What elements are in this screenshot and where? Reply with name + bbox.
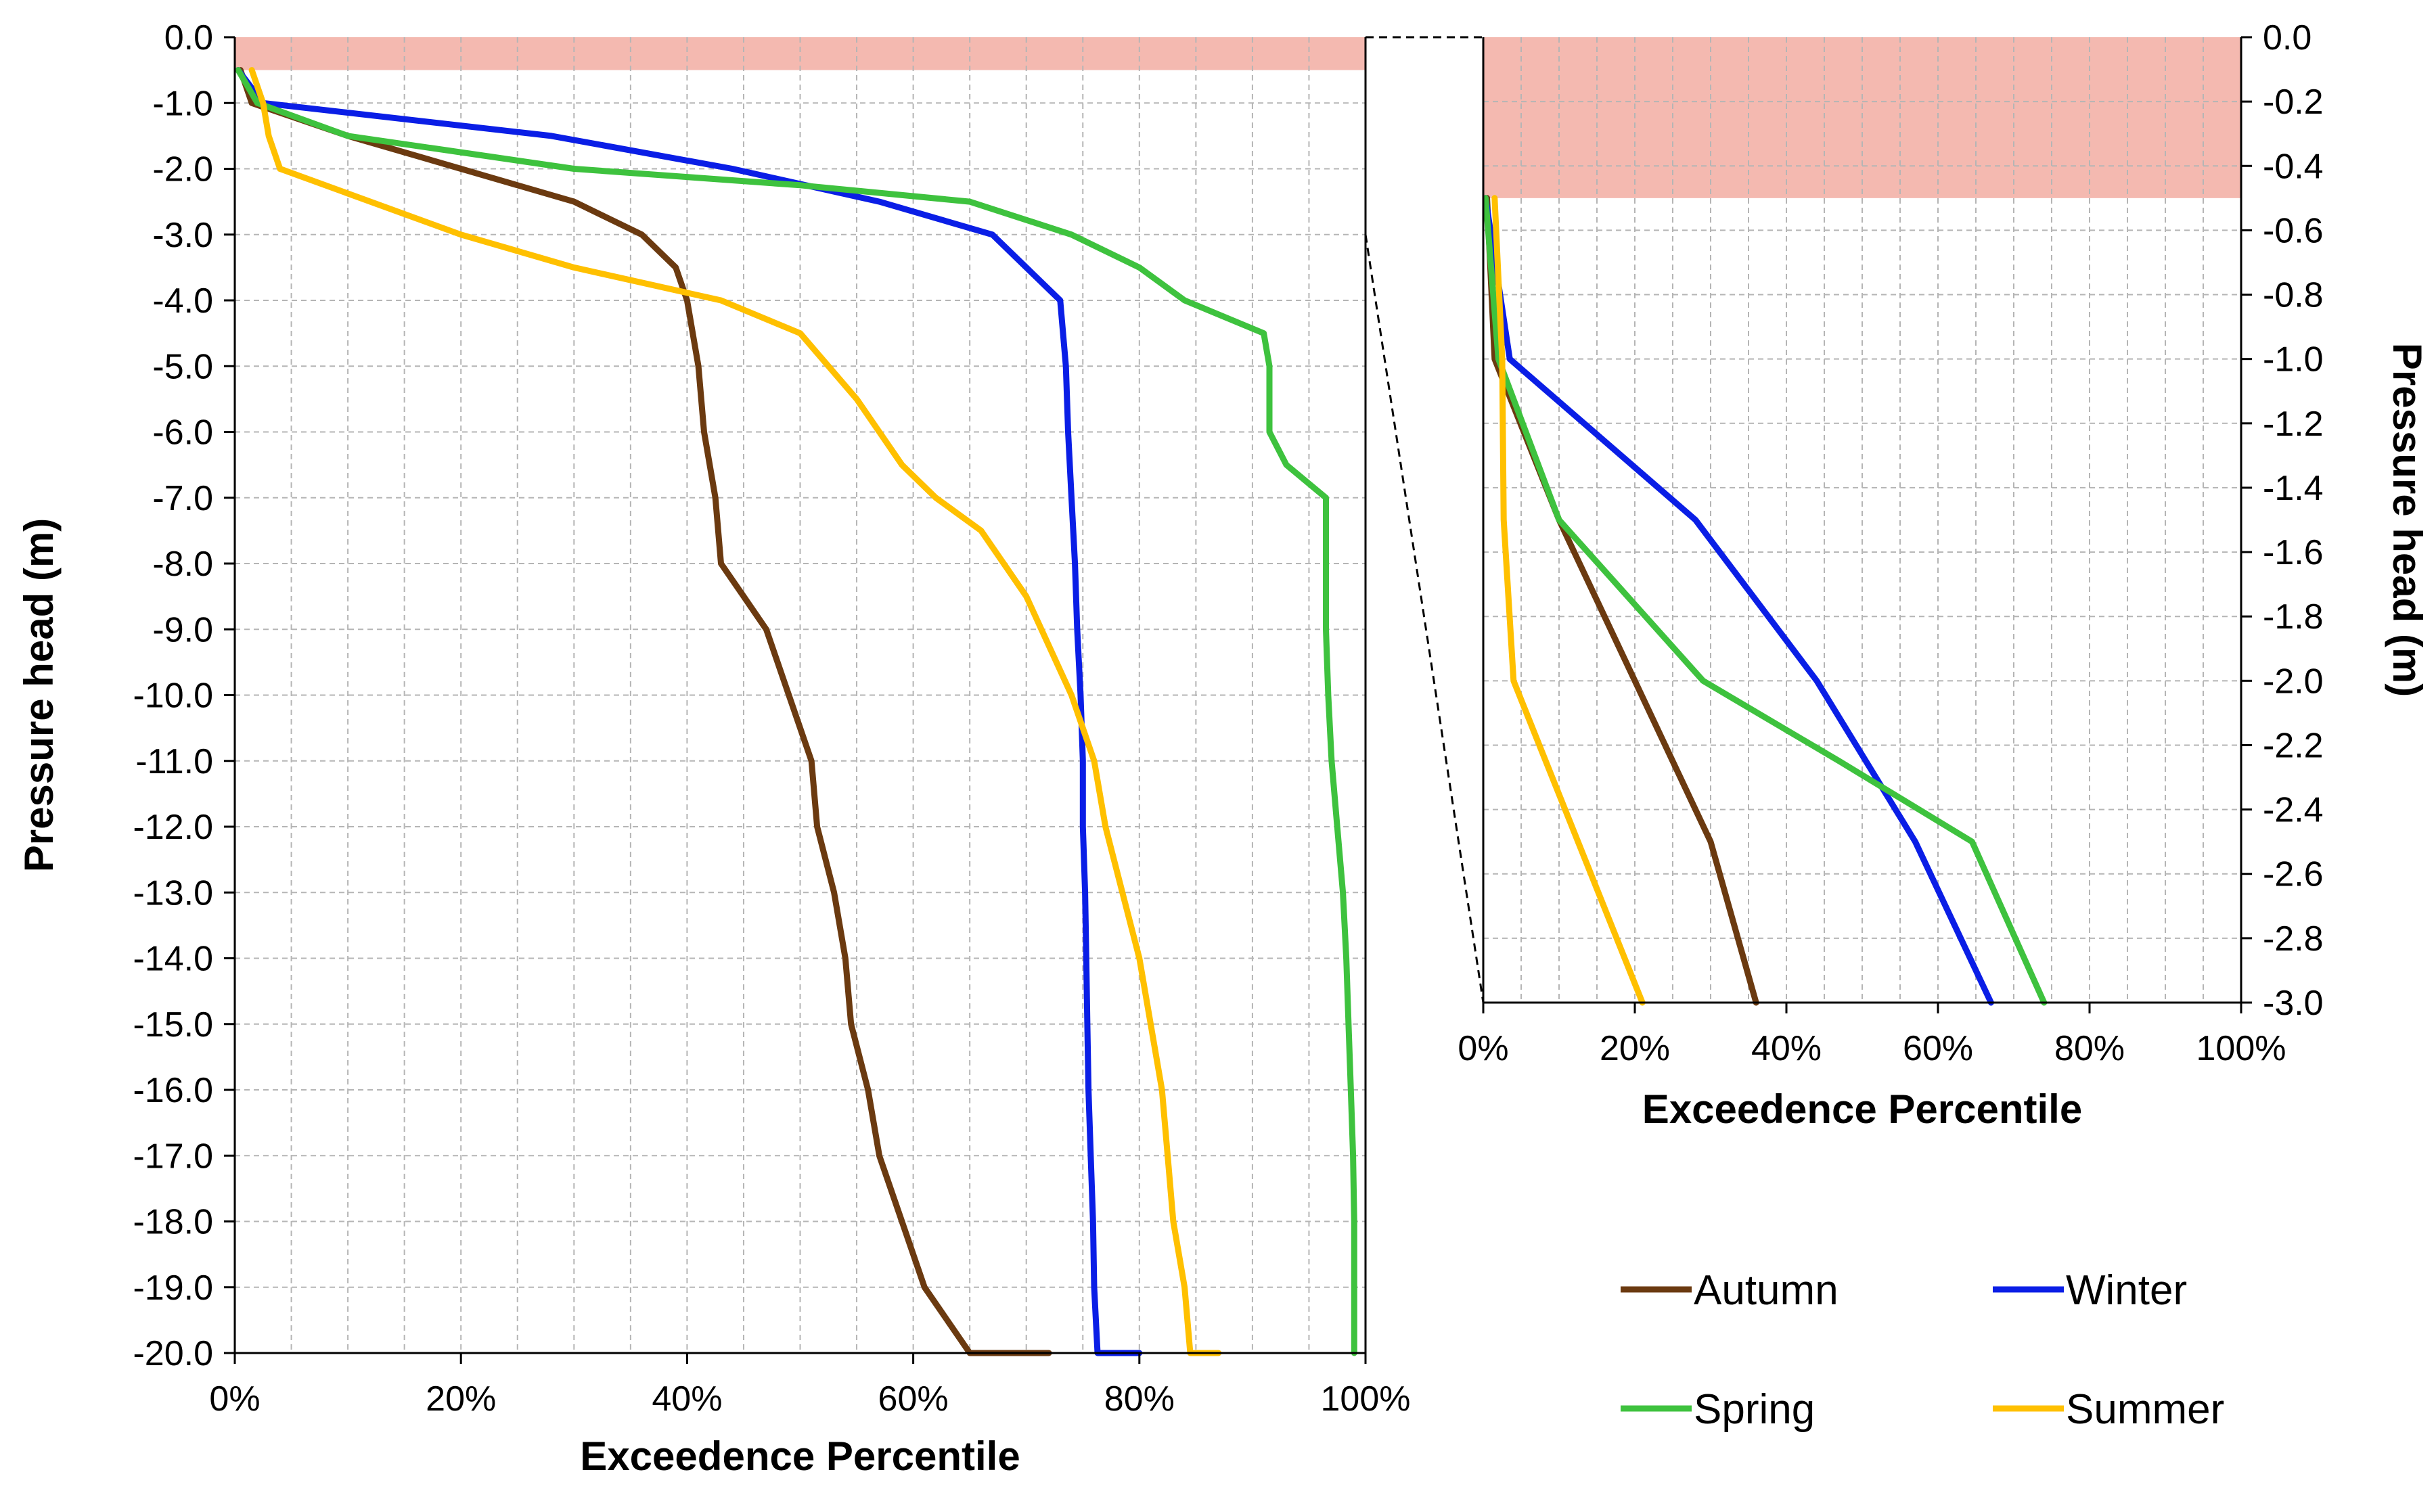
legend-label-winter: Winter [2066,1267,2187,1314]
inset-y-tick-label: -1.0 [2263,340,2324,380]
main-y-tick-label: -11.0 [135,742,213,781]
main-x-tick-label: 20% [426,1379,496,1419]
inset-y-tick-label: -2.4 [2263,791,2324,830]
inset-series-spring [1482,195,2048,1006]
main-y-tick-label: -2.0 [152,150,213,189]
main-y-tick-label: -12.0 [133,808,213,847]
main-shaded-band [235,37,1366,70]
inset-y-tick-label: -0.6 [2263,211,2324,250]
inset-y-tick-label: -0.2 [2263,83,2324,122]
main-y-tick-label: -7.0 [152,479,213,518]
main-series-autumn [237,67,1052,1356]
main-y-tick-label: -15.0 [133,1005,213,1045]
inset-y-tick-label: -0.4 [2263,147,2324,186]
main-x-tick-label: 100% [1321,1379,1411,1419]
legend: Autumn Winter Spring Summer [1621,1267,2224,1433]
main-chart: 0.0 -1.0 -2.0 -3.0 -4.0 -5.0 -6.0 -7.0 -8.0 -9.0 -… [16,18,1411,1479]
inset-y-tick-label: -1.8 [2263,597,2324,637]
inset-y-axis-title: Pressure head (m) [2385,343,2430,697]
main-grid [235,37,1366,1353]
legend-item-summer: Summer [1993,1386,2224,1433]
inset-y-tick-label: 0.0 [2263,18,2311,58]
main-y-tick-label: -1.0 [152,84,213,123]
main-y-tick-label: -17.0 [133,1137,213,1176]
main-y-tick-label: -19.0 [133,1268,213,1308]
main-y-tick-label: -20.0 [133,1334,213,1373]
inset-x-tick-label: 20% [1600,1029,1670,1068]
main-y-tick-label: -10.0 [133,677,213,716]
inset-plot-area [1483,37,2241,1003]
inset-x-tick-label: 80% [2054,1029,2125,1068]
zoom-connectors [1364,36,1485,1003]
inset-grid [1483,37,2241,1003]
inset-x-tick-label: 100% [2196,1029,2286,1068]
inset-chart: 0.0 -0.2 -0.4 -0.6 -0.8 -1.0 -1.2 -1.4 -1.6 -1.8 -… [1458,18,2430,1132]
zoom-connector-bottom [1364,234,1485,1003]
main-y-axis-title: Pressure head (m) [16,518,62,873]
inset-series-summer [1491,195,1646,1006]
inset-y-tick-label: -2.6 [2263,855,2324,894]
main-x-axis-title: Exceedence Percentile [580,1434,1020,1479]
inset-y-tick-label: -3.0 [2263,984,2324,1023]
main-series-spring [235,67,1357,1356]
inset-y-tick-label: -1.4 [2263,469,2324,508]
inset-x-tick-label: 40% [1751,1029,1822,1068]
inset-y-tick-label: -2.8 [2263,919,2324,959]
inset-y-tick-label: -0.8 [2263,276,2324,315]
main-y-tick-label: -3.0 [152,216,213,255]
main-series-summer [248,67,1222,1356]
legend-label-summer: Summer [2066,1386,2224,1433]
inset-y-tick-label: -1.2 [2263,405,2324,444]
legend-item-spring: Spring [1621,1386,1815,1433]
inset-series-winter [1482,195,1994,1006]
main-y-tick-label: -16.0 [133,1071,213,1110]
main-y-tick-label: -9.0 [152,610,213,649]
legend-label-spring: Spring [1694,1386,1815,1433]
inset-x-axis-title: Exceedence Percentile [1642,1086,2082,1132]
inset-y-tick-label: -2.0 [2263,662,2324,701]
legend-label-autumn: Autumn [1694,1267,1839,1314]
inset-y-tick-label: -2.2 [2263,726,2324,765]
main-y-tick-label: -18.0 [133,1203,213,1242]
inset-x-tick-label: 0% [1458,1029,1508,1068]
main-y-tick-label: -14.0 [133,940,213,979]
legend-item-winter: Winter [1993,1267,2187,1314]
main-y-tick-label: -13.0 [133,873,213,913]
main-x-tick-label: 60% [878,1379,949,1419]
legend-item-autumn: Autumn [1621,1267,1839,1314]
main-y-tick-label: -5.0 [152,347,213,386]
inset-y-tick-label: -1.6 [2263,533,2324,572]
main-series-winter [235,67,1143,1356]
main-x-tick-label: 80% [1104,1379,1175,1419]
main-y-tick-label: -6.0 [152,413,213,453]
inset-x-tick-label: 60% [1903,1029,1973,1068]
main-x-tick-label: 0% [209,1379,260,1419]
main-x-tick-label: 40% [652,1379,722,1419]
main-y-tick-label: -4.0 [152,281,213,321]
main-y-tick-label: -8.0 [152,545,213,584]
main-y-tick-label: 0.0 [164,18,213,58]
